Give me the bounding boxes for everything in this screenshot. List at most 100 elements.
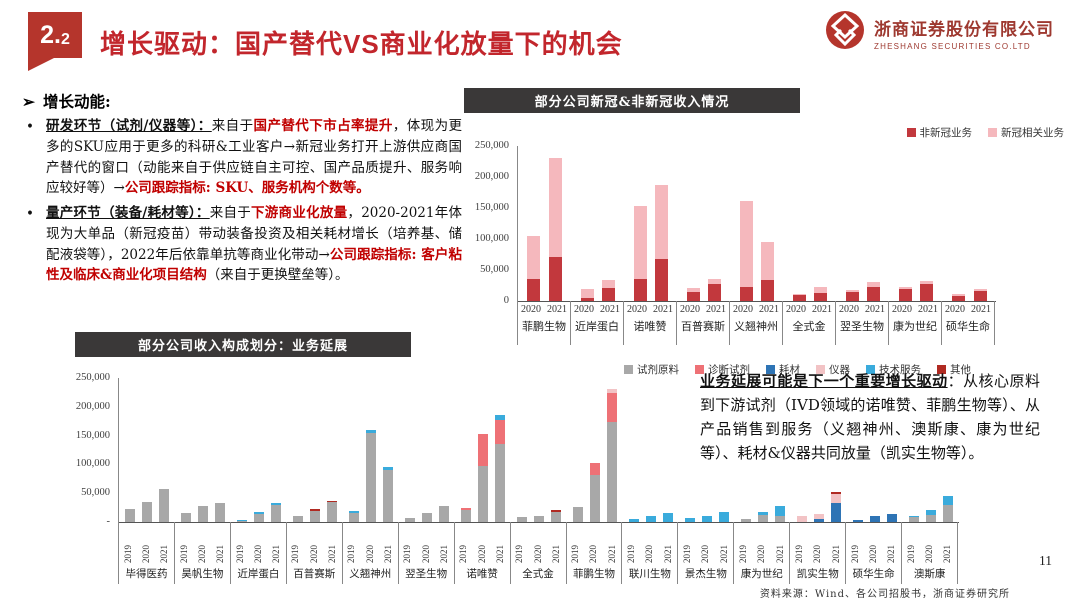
bar-segment [775,506,786,516]
year-label: 2020 [644,545,655,563]
category-cell: 2020 2021 硕华生命 [942,301,995,345]
company-label: 昊帆生物 [181,568,224,580]
year-label: 2021 [494,545,505,563]
legend-label: 试剂原料 [637,364,679,376]
bar-segment [254,513,264,522]
text-segment: ：从核心原料到下游试剂（IVD领域的诺唯赞、菲鹏生物等）、从产品销售到服务（义翘… [700,372,1040,462]
year-label: 2020 [588,545,599,563]
bar-segment [348,511,359,514]
bar-segment [943,504,954,522]
year-label: 2020 [892,304,912,315]
bar-segment [686,292,700,301]
bar-segment [198,506,208,522]
bar-segment [831,493,842,503]
bar-segment [327,501,338,522]
company-label: 近岸蛋白 [237,568,280,580]
bar-segment [495,444,506,522]
category-cell: 2019 2020 2021 毕得医药 [118,522,175,584]
category-cell: 2020 2021 康为世纪 [889,301,942,345]
text-segment: ，体现为更多的SKU应用于更多的科研&工业客户→新冠业务打开上游供应商国产替代的… [46,118,463,197]
year-label: 2021 [886,545,897,563]
y-tick-label: 250,000 [474,140,509,151]
bar-segment [527,278,541,301]
bar-segment [708,278,721,285]
y-tick-label: - [106,516,111,527]
year-labels: 2019 2020 2021 [119,522,174,563]
category-cell: 2019 2020 2021 景杰生物 [678,522,735,584]
year-label: 2020 [786,304,806,315]
year-label: 2020 [839,304,859,315]
chart-category-axis: 2019 2020 2021 毕得医药 2019 2020 2021 昊帆生物 2019 2020… [118,522,959,584]
chart-title: 部分公司新冠&非新冠收入情况 [464,88,800,113]
y-tick-label: 200,000 [75,400,110,412]
year-label: 2020 [196,545,207,563]
category-cell: 2020 2021 翌圣生物 [836,301,889,345]
bar-segment [846,292,860,301]
year-label: 2020 [700,545,711,563]
year-label: 2021 [215,545,226,563]
company-label: 景杰生物 [684,568,727,580]
bar-segment [740,519,751,522]
revenue-composition-chart: 部分公司收入构成划分：业务延展 试剂原料 诊断试剂 耗材 仪器 技术服务 其他 2019 2… [55,330,977,596]
bar-segment [686,288,700,293]
bar-segment [654,258,668,301]
legend-item: 技术服务 [866,362,921,377]
category-cell: 2019 2020 2021 百普赛斯 [287,522,343,584]
bar-segment [628,519,639,522]
y-tick-label: 100,000 [474,233,509,244]
year-label: 2021 [438,545,449,563]
year-label: 2020 [733,304,753,315]
bar-segment [236,520,247,522]
bar-segment [831,492,842,494]
y-tick-label: 0 [503,295,509,306]
company-label: 诺唯赞 [466,568,498,580]
business-extension-note: 业务延展可能是下一个重要增长驱动：从核心原料到下游试剂（IVD领域的诺唯赞、菲鹏… [700,369,1040,465]
year-labels: 2019 2020 2021 [902,522,957,563]
legend-swatch [695,365,704,374]
year-label: 2021 [718,545,729,563]
category-cell: 2020 2021 义翘神州 [730,301,783,345]
year-label: 2020 [364,545,375,563]
bar-segment [271,503,282,506]
year-label: 2021 [606,545,617,563]
year-label: 2019 [737,545,748,563]
bar-segment [973,291,987,301]
year-label: 2020 [627,304,647,315]
bullet-rd-stage: • 研发环节（试剂/仪器等）：来自于国产替代下市占率提升，体现为更多的SKU应用于… [22,116,462,199]
bar-segment [719,512,730,522]
year-label: 2020 [868,545,879,563]
section-badge: 2. 2 [28,12,82,71]
bar-segment [590,475,600,522]
y-tick-label: 100,000 [75,458,110,470]
bar-segment [973,288,987,292]
bar-segment [607,388,618,393]
bar-segment [899,289,913,301]
year-labels: 2019 2020 2021 [231,522,286,563]
bar-segment [383,470,394,522]
bar-segment [952,296,966,301]
bar-segment [601,279,615,288]
bar-segment [899,287,913,290]
year-labels: 2019 2020 2021 [622,522,677,563]
bar-segment [908,517,919,522]
legend-swatch [816,365,825,374]
company-label: 诺唯赞 [633,320,667,333]
legend-swatch [988,128,997,137]
company-label: 义翘神州 [349,568,392,580]
category-cell: 2020 2021 百普赛斯 [677,301,730,345]
bar-segment [580,289,594,298]
logo-company-name-cn: 浙商证券股份有限公司 [874,19,1054,39]
chart-title: 部分公司收入构成划分：业务延展 [75,332,411,357]
year-label: 2021 [327,545,338,563]
y-tick-label: 200,000 [474,171,509,182]
bullet-body: 来自于下游商业化放量，2020-2021年体现为大单品（新冠疫苗）带动装备投资及… [46,205,462,283]
year-labels: 2019 2020 2021 [567,522,622,563]
year-label: 2020 [521,304,541,315]
bar-segment [792,294,806,301]
y-tick-label: 50,000 [81,487,110,499]
year-labels: 2019 2020 2021 [846,522,901,563]
year-label: 2021 [600,304,620,315]
year-label: 2020 [924,545,935,563]
bar-segment [867,282,881,287]
bullet-lead: 量产环节（装备/耗材等）： [46,205,210,222]
